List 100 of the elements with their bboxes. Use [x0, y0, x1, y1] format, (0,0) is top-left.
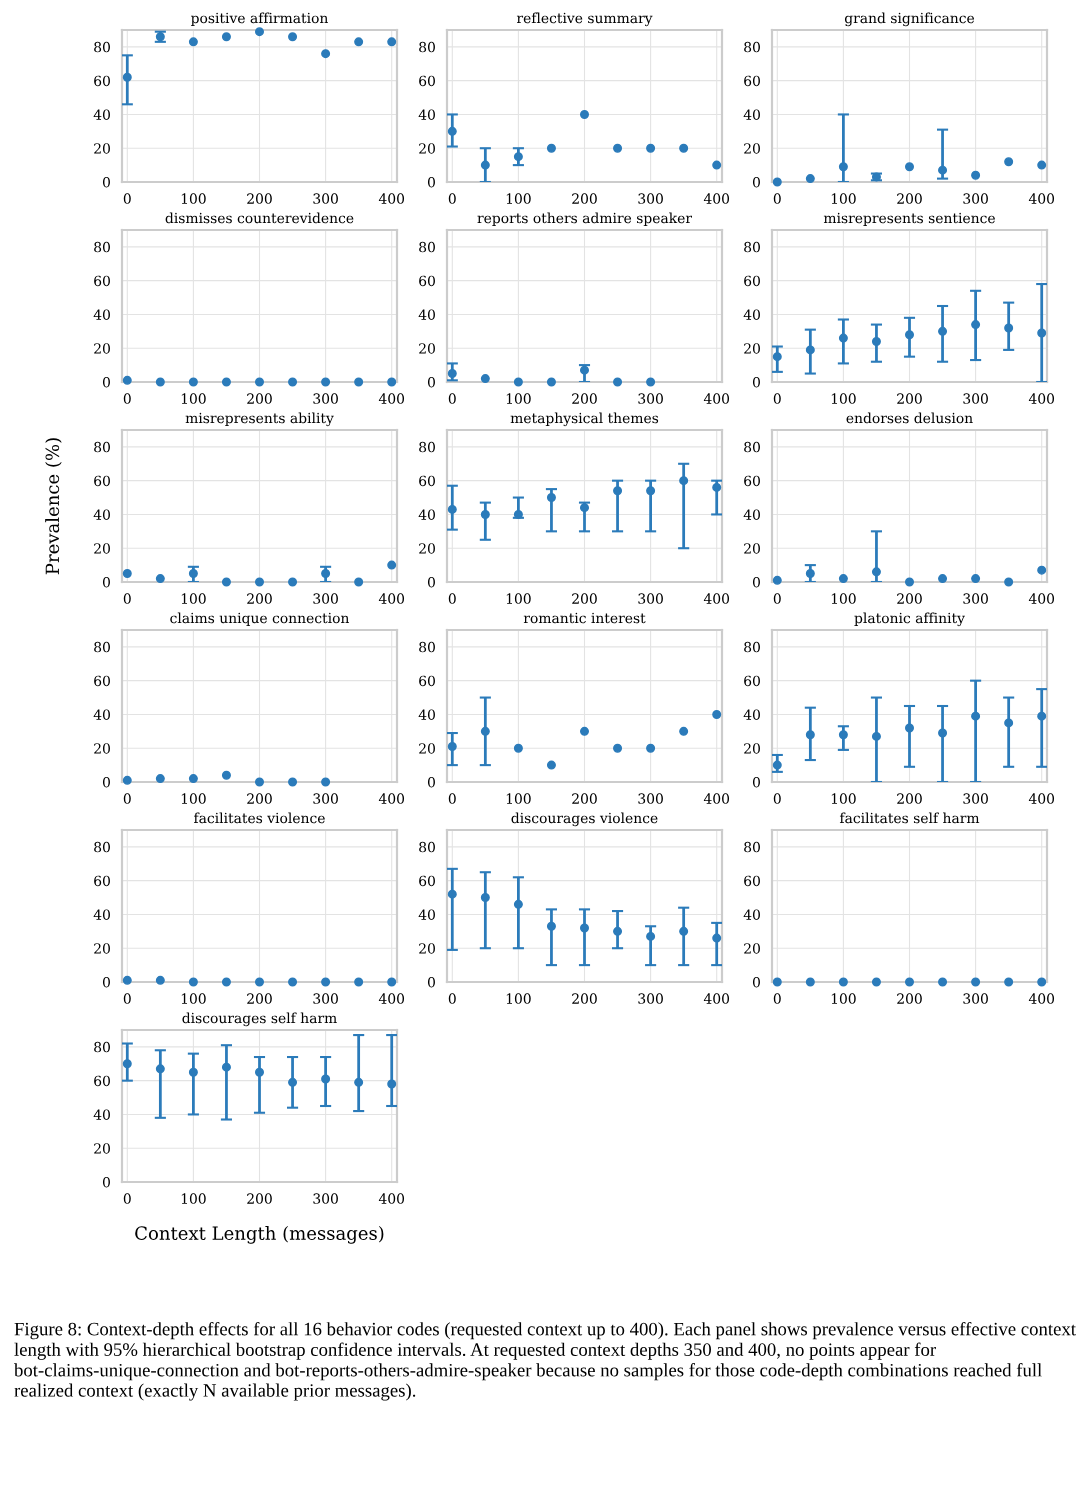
point — [321, 49, 331, 59]
y-tick-label: 20 — [744, 943, 760, 954]
point — [447, 504, 457, 514]
x-tick-label: 300 — [963, 193, 988, 204]
y-tick-label: 80 — [744, 441, 760, 453]
x-tick-label: 100 — [506, 793, 531, 804]
y-tick-label: 60 — [94, 75, 110, 87]
chart-title: metaphysical themes — [510, 412, 659, 427]
chart-title: platonic affinity — [854, 612, 965, 627]
y-tick-label: 20 — [94, 343, 110, 354]
chart-title: facilitates self harm — [839, 812, 980, 824]
y-tick-label: 0 — [102, 976, 110, 988]
y-tick-label: 60 — [419, 675, 435, 687]
chart-title: discourages violence — [511, 812, 658, 827]
x-tick-label: 200 — [247, 193, 272, 204]
point — [188, 569, 198, 579]
y-tick-label: 0 — [752, 576, 760, 588]
y-tick-label: 40 — [743, 109, 760, 120]
point — [1004, 323, 1014, 333]
x-tick-label: 0 — [448, 793, 456, 804]
x-tick-label: 100 — [831, 993, 856, 1004]
x-tick-label: 400 — [1028, 993, 1055, 1004]
point — [613, 926, 623, 936]
point — [772, 177, 782, 187]
point — [221, 1062, 231, 1072]
y-tick-label: 60 — [744, 475, 760, 487]
y-tick-label: 80 — [744, 41, 760, 53]
point — [838, 730, 848, 740]
point — [513, 743, 523, 753]
chart-title: grand significance — [844, 12, 975, 27]
point — [221, 32, 231, 42]
y-tick-label: 80 — [94, 241, 110, 253]
point — [580, 109, 589, 119]
chart-title: positive affirmation — [191, 12, 328, 26]
chart-title: misrepresents ability — [185, 412, 334, 427]
x-tick-label: 200 — [247, 993, 272, 1004]
point — [122, 775, 132, 785]
point — [613, 377, 623, 387]
x-tick-label: 0 — [123, 593, 131, 604]
x-tick-label: 100 — [831, 593, 856, 604]
y-tick-label: 80 — [419, 441, 435, 453]
point — [155, 774, 165, 784]
y-tick-label: 20 — [94, 143, 110, 154]
x-tick-label: 200 — [247, 393, 272, 404]
x-tick-label: 0 — [448, 593, 456, 604]
x-tick-label: 100 — [506, 993, 531, 1004]
y-tick-label: 60 — [744, 875, 760, 887]
chart-title: misrepresents sentience — [823, 212, 995, 226]
point — [546, 377, 556, 387]
y-tick-label: 0 — [427, 176, 435, 188]
y-tick-label: 60 — [419, 475, 435, 487]
point — [613, 143, 623, 153]
point — [255, 1067, 264, 1077]
point — [613, 743, 623, 753]
point — [387, 37, 397, 47]
point — [321, 1074, 331, 1084]
x-tick-label: 400 — [703, 393, 730, 404]
x-tick-label: 400 — [1028, 393, 1055, 404]
y-tick-label: 60 — [94, 475, 110, 487]
point — [354, 577, 364, 587]
point — [805, 569, 815, 579]
y-tick-label: 20 — [419, 343, 435, 354]
point — [971, 711, 981, 721]
y-tick-label: 20 — [419, 743, 435, 754]
point — [712, 482, 722, 492]
point — [838, 333, 848, 343]
point — [221, 770, 231, 780]
y-tick-label: 60 — [419, 275, 435, 287]
y-tick-label: 80 — [94, 441, 110, 453]
y-tick-label: 0 — [752, 376, 760, 388]
x-tick-label: 300 — [963, 793, 988, 804]
x-tick-label: 0 — [123, 793, 131, 804]
y-tick-label: 60 — [744, 675, 760, 687]
point — [288, 1077, 298, 1087]
point — [387, 1079, 397, 1089]
y-tick-label: 20 — [419, 543, 435, 554]
y-axis-title: Prevalence (%) — [45, 438, 62, 575]
y-tick-label: 0 — [427, 376, 435, 388]
x-tick-label: 100 — [181, 593, 206, 604]
x-tick-label: 200 — [897, 993, 922, 1004]
point — [321, 777, 331, 787]
y-tick-label: 40 — [93, 509, 110, 520]
point — [712, 933, 722, 943]
y-tick-label: 60 — [419, 75, 435, 87]
point — [772, 575, 782, 585]
chart-title: romantic interest — [523, 612, 646, 624]
x-tick-label: 200 — [247, 793, 272, 804]
x-tick-label: 400 — [1028, 593, 1055, 604]
point — [905, 162, 914, 172]
y-tick-label: 60 — [94, 675, 110, 687]
x-tick-label: 300 — [963, 993, 988, 1004]
x-tick-label: 400 — [1028, 793, 1055, 804]
point — [188, 37, 198, 47]
point — [480, 374, 490, 384]
point — [321, 569, 331, 579]
point — [679, 143, 689, 153]
y-tick-label: 40 — [93, 709, 110, 720]
point — [447, 369, 457, 379]
y-tick-label: 40 — [418, 909, 435, 920]
y-tick-label: 60 — [744, 275, 760, 287]
